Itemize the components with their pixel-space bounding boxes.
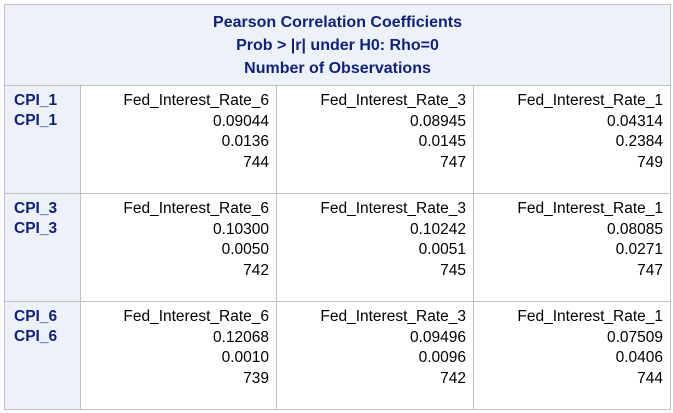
correlation-value: 0.09496 — [409, 328, 466, 346]
correlation-value: 0.08945 — [409, 112, 466, 130]
p-value: 0.0136 — [221, 133, 269, 150]
correlation-value: 0.09044 — [212, 112, 269, 130]
row-label-sub: CPI_1 — [14, 112, 58, 129]
variable-name: Fed_Interest_Rate_6 — [123, 92, 269, 109]
data-cell: Fed_Interest_Rate_3 0.10242 0.0051 745 — [276, 193, 474, 302]
correlation-value: 0.07509 — [606, 328, 664, 346]
observation-count: 742 — [440, 369, 466, 387]
p-value: 0.2384 — [615, 133, 664, 150]
data-cell: Fed_Interest_Rate_6 0.12068 0.0010 739 — [80, 301, 277, 410]
data-cell: Fed_Interest_Rate_3 0.09496 0.0096 742 — [276, 301, 474, 410]
observation-count: 747 — [440, 153, 466, 171]
table-row: CPI_6 CPI_6 Fed_Interest_Rate_6 0.12068 … — [4, 301, 672, 410]
table-header: Pearson Correlation Coefficients Prob > … — [3, 4, 672, 86]
row-label: CPI_6 — [14, 308, 58, 325]
row-header: CPI_1 CPI_1 — [4, 85, 81, 194]
p-value: 0.0050 — [221, 241, 269, 258]
variable-name: Fed_Interest_Rate_3 — [320, 92, 466, 109]
p-value: 0.0051 — [418, 241, 466, 258]
p-value: 0.0096 — [418, 349, 466, 366]
observation-count: 742 — [243, 261, 269, 279]
correlation-value: 0.12068 — [212, 328, 269, 346]
variable-name: Fed_Interest_Rate_6 — [123, 200, 269, 217]
data-cell: Fed_Interest_Rate_1 0.07509 0.0406 744 — [472, 301, 672, 410]
correlation-table: Pearson Correlation Coefficients Prob > … — [3, 4, 672, 410]
correlation-value: 0.10242 — [409, 220, 466, 238]
table-row: CPI_1 CPI_1 Fed_Interest_Rate_6 0.09044 … — [4, 85, 672, 194]
data-cell: Fed_Interest_Rate_1 0.04314 0.2384 749 — [472, 85, 672, 194]
p-value: 0.0145 — [418, 133, 466, 150]
observation-count: 747 — [637, 261, 664, 279]
row-label-sub: CPI_6 — [14, 328, 58, 345]
table-row: CPI_3 CPI_3 Fed_Interest_Rate_6 0.10300 … — [4, 193, 672, 302]
row-header: CPI_6 CPI_6 — [4, 301, 81, 410]
observation-count: 749 — [637, 153, 664, 171]
observation-count: 744 — [243, 153, 269, 171]
row-header: CPI_3 CPI_3 — [4, 193, 81, 302]
row-label: CPI_1 — [14, 92, 58, 109]
correlation-value: 0.08085 — [606, 220, 664, 238]
row-label-sub: CPI_3 — [14, 220, 58, 237]
data-cell: Fed_Interest_Rate_6 0.09044 0.0136 744 — [80, 85, 277, 194]
variable-name: Fed_Interest_Rate_1 — [517, 308, 664, 325]
data-cell: Fed_Interest_Rate_1 0.08085 0.0271 747 — [472, 193, 672, 302]
header-title: Pearson Correlation Coefficients — [213, 13, 462, 31]
variable-name: Fed_Interest_Rate_6 — [123, 308, 269, 325]
variable-name: Fed_Interest_Rate_3 — [320, 200, 466, 217]
observation-count: 745 — [440, 261, 466, 279]
data-cell: Fed_Interest_Rate_3 0.08945 0.0145 747 — [276, 85, 474, 194]
header-subtitle-obs: Number of Observations — [244, 59, 431, 77]
correlation-value: 0.10300 — [212, 220, 269, 238]
correlation-value: 0.04314 — [606, 112, 664, 130]
p-value: 0.0271 — [615, 241, 664, 258]
header-subtitle-prob: Prob > |r| under H0: Rho=0 — [236, 36, 439, 54]
p-value: 0.0010 — [221, 349, 269, 366]
observation-count: 739 — [243, 369, 269, 387]
row-label: CPI_3 — [14, 200, 58, 217]
variable-name: Fed_Interest_Rate_1 — [517, 92, 664, 109]
variable-name: Fed_Interest_Rate_1 — [517, 200, 664, 217]
data-cell: Fed_Interest_Rate_6 0.10300 0.0050 742 — [80, 193, 277, 302]
observation-count: 744 — [637, 369, 664, 387]
p-value: 0.0406 — [615, 349, 664, 366]
variable-name: Fed_Interest_Rate_3 — [320, 308, 466, 325]
